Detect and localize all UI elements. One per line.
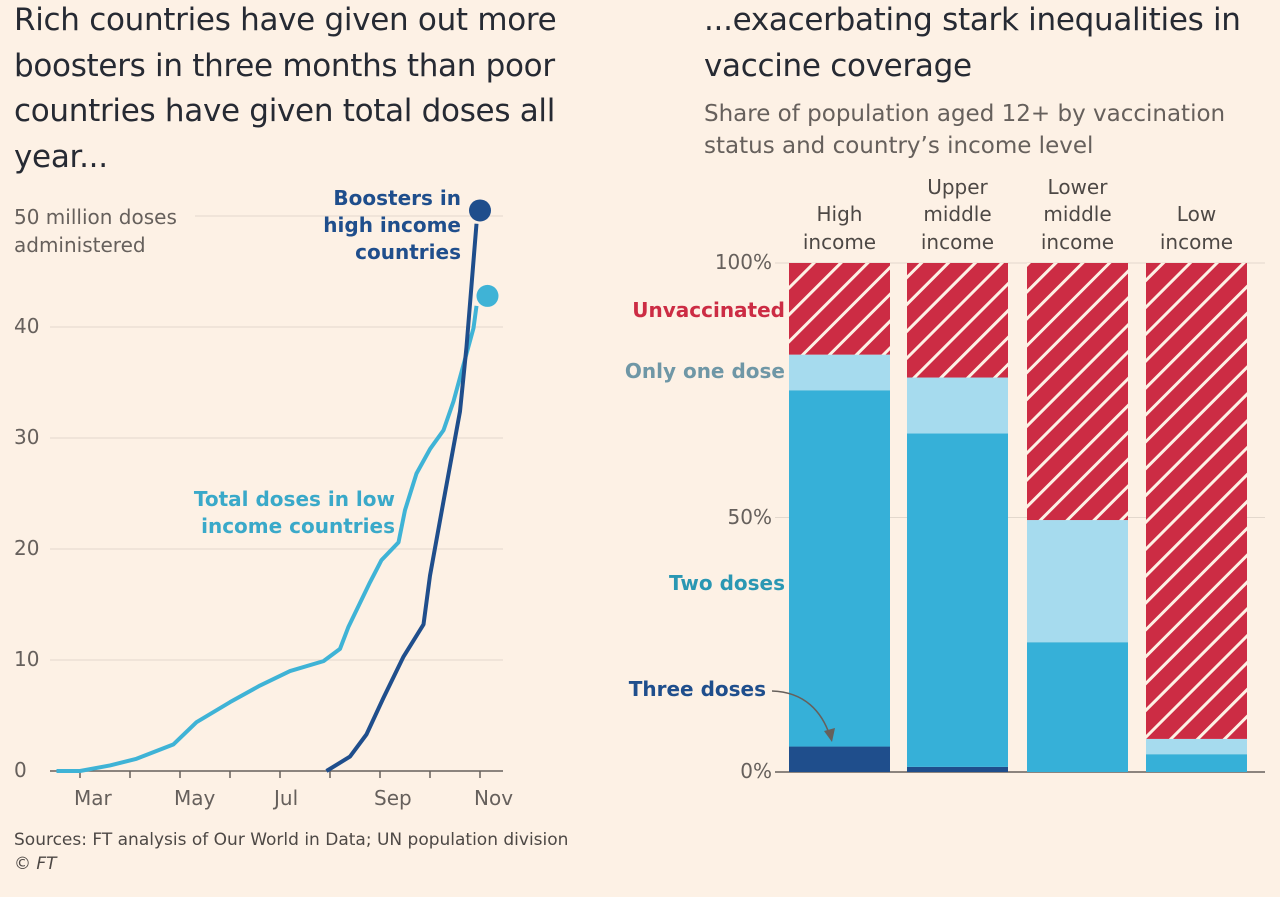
copyright-text: © FT	[14, 854, 57, 874]
low-income-label-line1: Total doses in low	[193, 487, 395, 511]
legend-three-doses: Three doses	[628, 677, 766, 701]
column-header: income	[802, 229, 877, 254]
x-tick-label: May	[174, 786, 216, 810]
boosters-line	[325, 223, 479, 773]
y-tick-label: 0	[14, 758, 27, 782]
boosters-series-label: Boosters in high income countries	[323, 185, 461, 266]
unvaccinated-segment	[907, 263, 1008, 378]
low-income-line	[56, 305, 479, 773]
y-tick-label: 10	[14, 647, 40, 671]
y-axis-title-line1: 50 million doses	[14, 205, 177, 229]
column-header: Low	[1176, 202, 1217, 226]
column-header: Lower	[1047, 174, 1108, 199]
y-tick-label: 20	[14, 536, 40, 560]
column-header: High	[816, 202, 863, 226]
legend-unvaccinated: Unvaccinated	[632, 298, 785, 322]
unvaccinated-segment	[789, 263, 890, 355]
column-header: Upper	[927, 174, 988, 199]
one-dose-segment	[789, 354, 890, 391]
boosters-label-line3: countries	[355, 240, 461, 264]
two-doses-segment	[1146, 754, 1247, 772]
footer: Sources: FT analysis of Our World in Dat…	[14, 828, 568, 876]
column-header: income	[1040, 229, 1115, 254]
column-header: middle	[1043, 202, 1112, 226]
sources-text: Sources: FT analysis of Our World in Dat…	[14, 830, 569, 850]
x-tick-label: Mar	[74, 786, 112, 810]
right-chart-title: ...exacerbating stark inequalities in va…	[704, 2, 1241, 84]
low-income-label-line2: income countries	[201, 514, 395, 538]
legend-two-doses: Two doses	[668, 571, 785, 595]
y-tick-label: 30	[14, 425, 40, 449]
x-tick-label: Jul	[274, 786, 299, 810]
unvaccinated-segment	[1027, 263, 1128, 521]
left-chart-title: Rich countries have given out more boost…	[14, 2, 557, 175]
three-doses-segment	[789, 746, 890, 772]
boosters-label-line1: Boosters in	[333, 186, 461, 210]
unvaccinated-segment	[1146, 263, 1247, 739]
y-tick-label: 40	[14, 314, 40, 338]
two-doses-segment	[1027, 642, 1128, 772]
y-tick-label: 0%	[740, 759, 772, 783]
boosters-label-line2: high income	[323, 213, 461, 237]
y-axis-title: 50 million doses administered	[14, 203, 177, 259]
y-tick-label: 50%	[727, 504, 772, 529]
low-income-end-dot	[476, 284, 499, 307]
low-income-series-label: Total doses in low income countries	[194, 486, 395, 540]
arrowhead-icon	[824, 728, 835, 742]
one-dose-segment	[907, 377, 1008, 434]
boosters-end-dot	[469, 199, 491, 222]
one-dose-segment	[1146, 738, 1247, 755]
x-tick-label: Sep	[374, 786, 412, 810]
column-header: income	[1159, 229, 1234, 254]
one-dose-segment	[1027, 520, 1128, 643]
legend-only-one-dose: Only one dose	[624, 359, 785, 383]
two-doses-segment	[907, 433, 1008, 767]
three-doses-arrow	[771, 690, 831, 737]
column-header: income	[920, 229, 995, 254]
x-tick-label: Nov	[474, 786, 514, 810]
right-chart-subtitle: Share of population aged 12+ by vaccinat…	[704, 101, 1226, 159]
y-tick-label: 100%	[714, 250, 772, 274]
y-axis-title-line2: administered	[14, 233, 146, 257]
three-doses-segment	[907, 766, 1008, 772]
two-doses-segment	[789, 390, 890, 747]
column-header: middle	[923, 202, 992, 226]
